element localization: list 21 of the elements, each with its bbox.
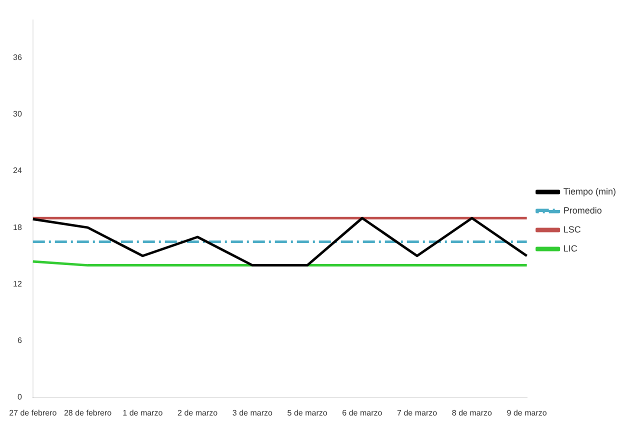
x-tick-label: 1 de marzo (122, 408, 164, 418)
y-tick-label: 12 (12, 279, 22, 288)
x-tick-label: 28 de febrero (64, 408, 112, 418)
y-tick-label: 18 (12, 222, 22, 232)
x-tick-label: 8 de marzo (452, 408, 492, 418)
legend-label: Tiempo (min) (563, 186, 616, 196)
y-tick-label: 6 (17, 336, 22, 345)
y-tick-label: 24 (12, 166, 22, 176)
y-tick-label: 0 (17, 392, 22, 402)
x-tick-label: 2 de marzo (178, 408, 218, 418)
x-tick-label: 5 de marzo (287, 408, 328, 418)
y-tick-label: 30 (12, 110, 22, 119)
legend-label: LSC (563, 224, 582, 234)
x-tick-label: 9 de marzo (506, 408, 548, 418)
legend-label: Promedio (563, 205, 602, 216)
legend-label: LIC (563, 243, 578, 254)
x-tick-label: 3 de marzo (232, 408, 273, 418)
x-tick-label: 27 de febrero (9, 408, 58, 418)
x-tick-label: 7 de marzo (397, 408, 438, 418)
y-tick-label: 36 (12, 52, 22, 62)
x-tick-label: 6 de marzo (342, 408, 383, 418)
